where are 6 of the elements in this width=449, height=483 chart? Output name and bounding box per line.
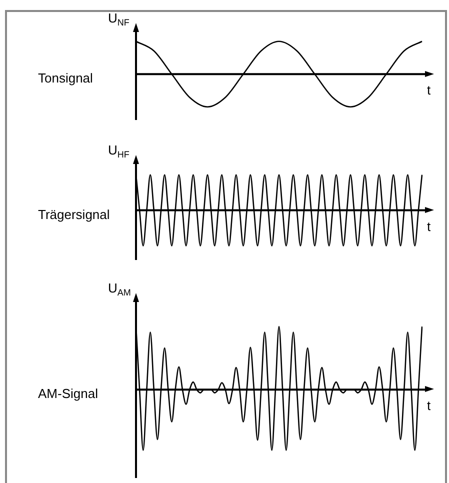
- x-axis-title: t: [427, 82, 431, 98]
- text: Trägersignal: [38, 206, 110, 222]
- x-axis-title: t: [427, 218, 431, 234]
- text: AM-Signal: [38, 386, 98, 402]
- x-axis-title: t: [427, 398, 431, 414]
- text: Tonsignal: [38, 70, 94, 86]
